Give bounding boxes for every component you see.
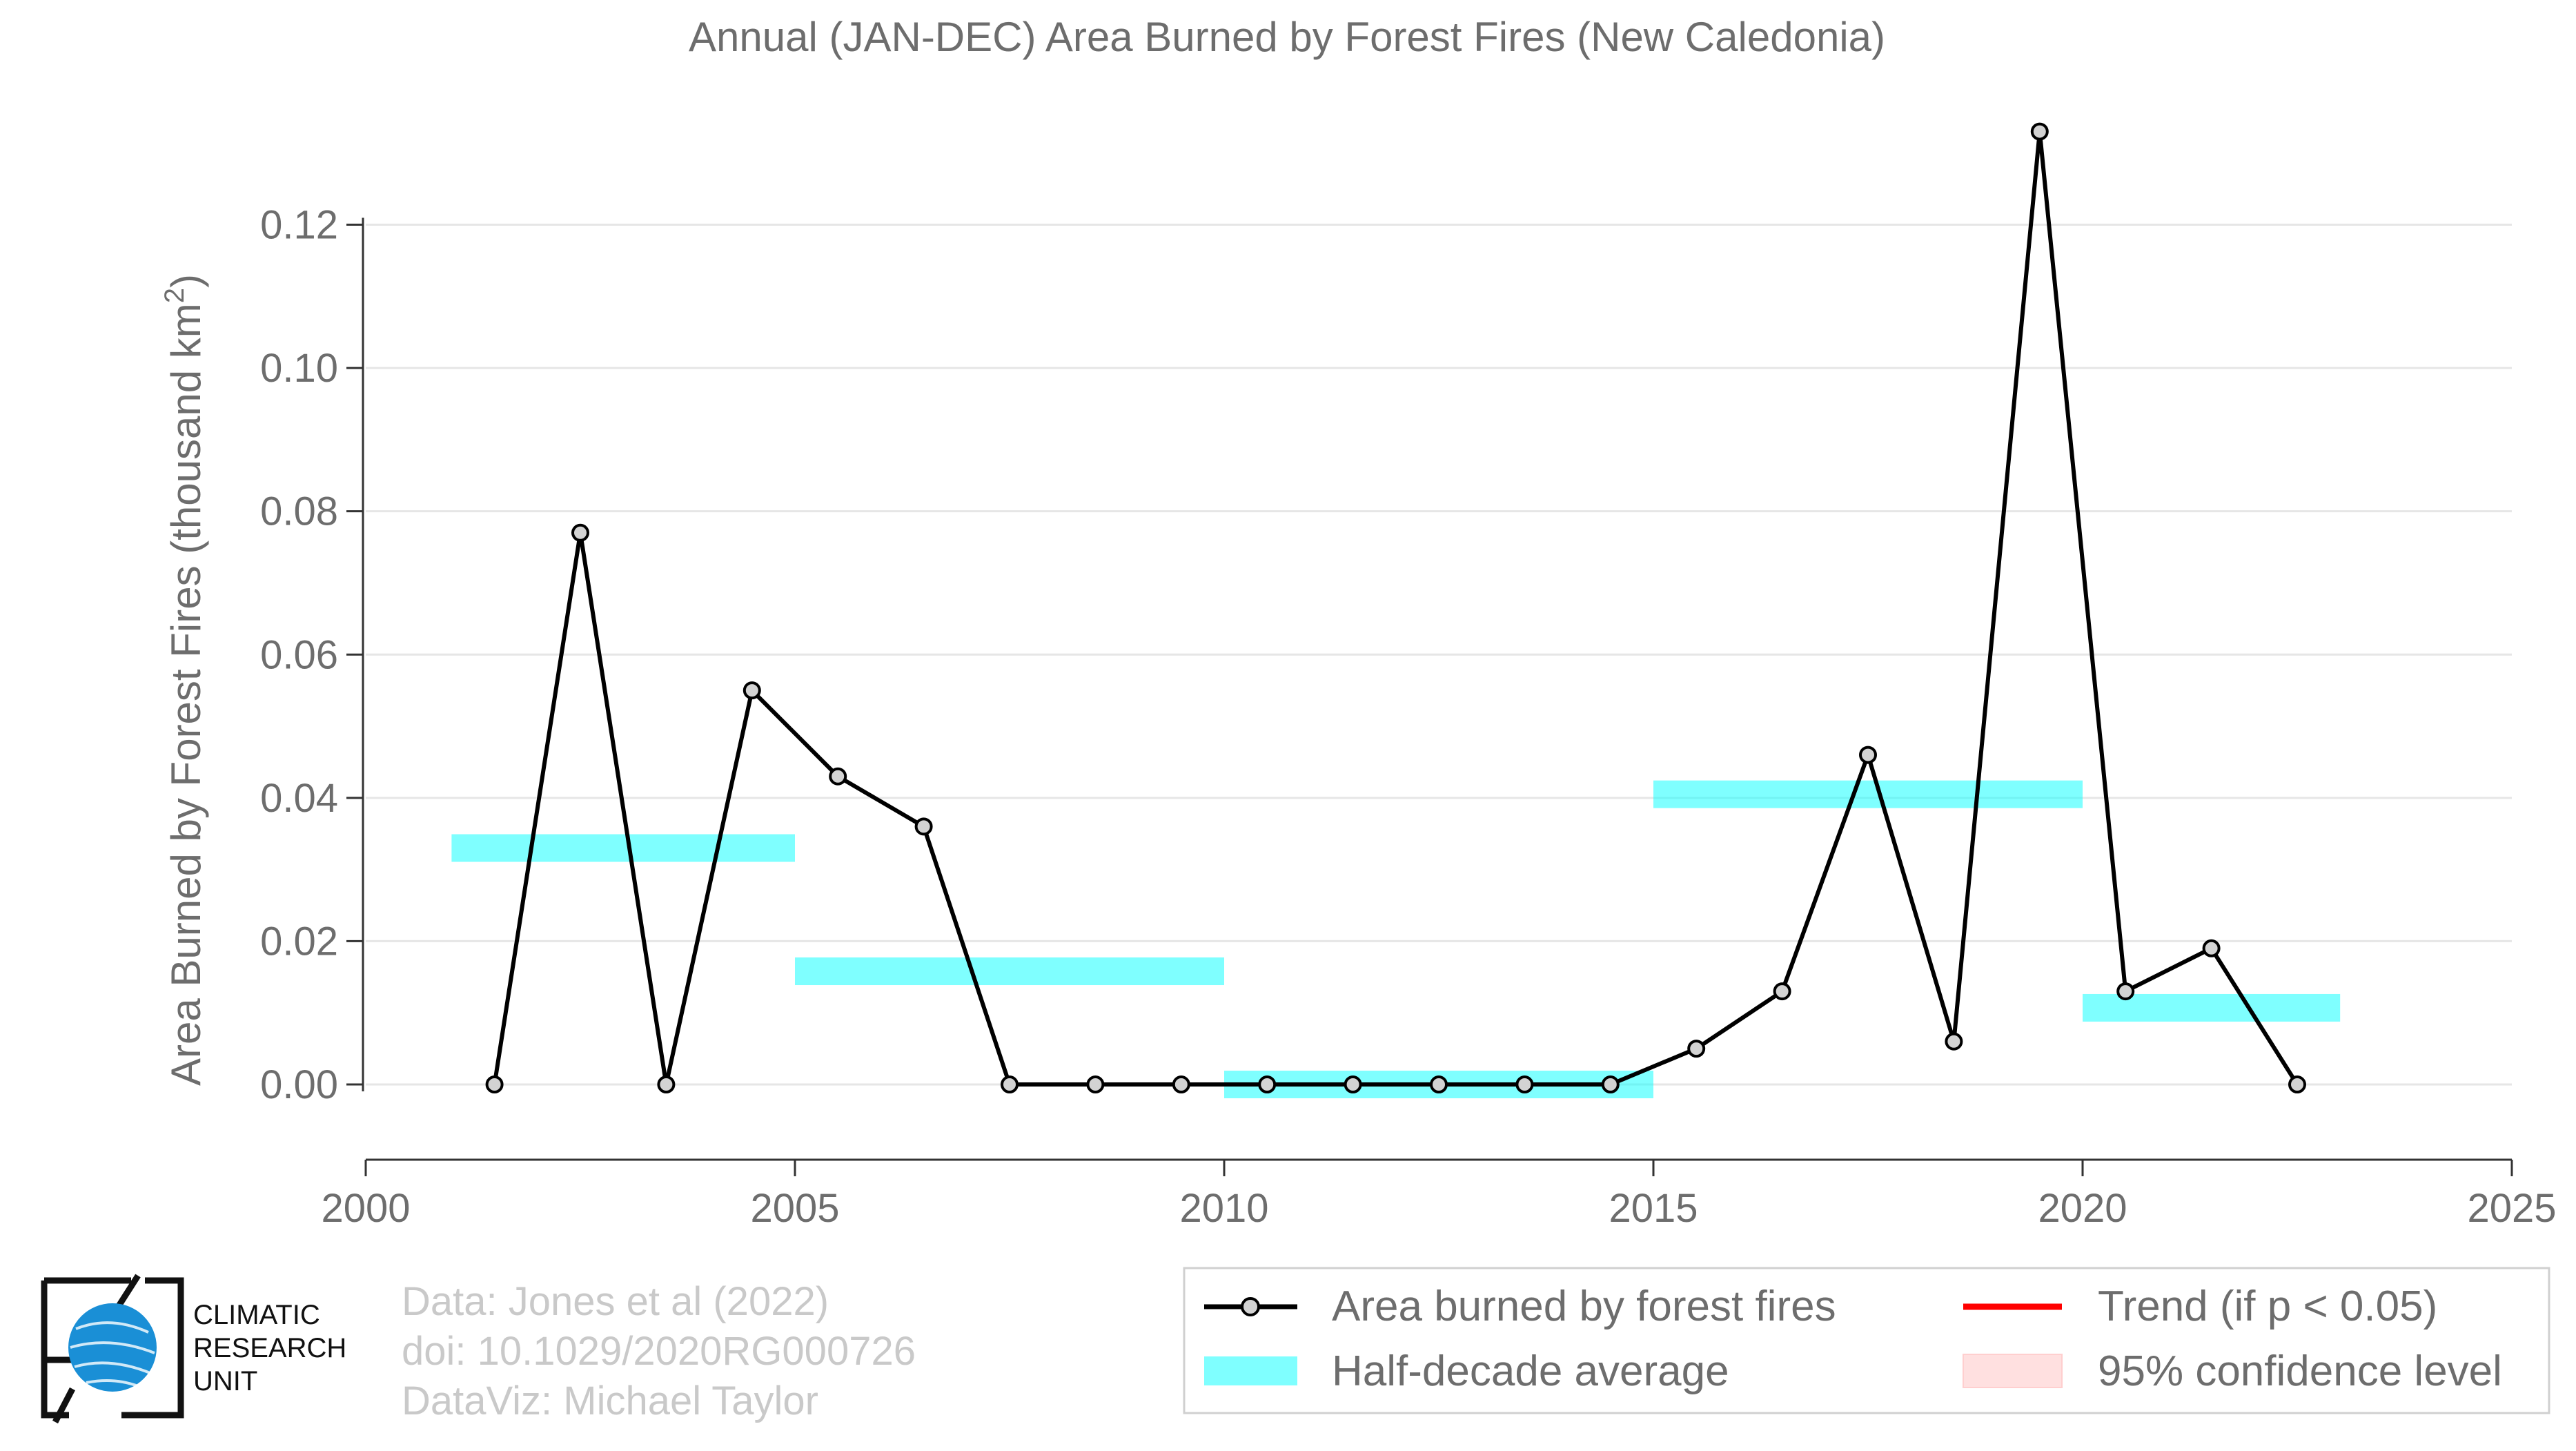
y-axis-title-superscript: 2 <box>159 288 190 303</box>
data-point <box>1515 1075 1534 1094</box>
y-tick-label: 0.10 <box>260 346 338 391</box>
data-point <box>743 681 761 700</box>
y-tick-label: 0.00 <box>260 1062 338 1107</box>
legend-label-half-decade: Half-decade average <box>1332 1347 1729 1395</box>
credit-data-source: Data: Jones et al (2022) <box>402 1279 829 1324</box>
data-point <box>1859 746 1877 764</box>
y-tick-label: 0.04 <box>260 776 338 821</box>
data-point <box>1001 1075 1019 1094</box>
tick-labels: 0.00 0.02 0.04 0.06 0.08 0.10 0.12 2000 2005 2010… <box>260 203 2556 1231</box>
y-tick-label: 0.06 <box>260 632 338 677</box>
legend-swatch-half-decade <box>1204 1356 1297 1385</box>
data-point <box>571 523 589 542</box>
x-tick-label: 2020 <box>2038 1186 2127 1231</box>
series-line-area-burned <box>492 129 2299 1087</box>
legend-swatch-confidence <box>1963 1354 2063 1388</box>
data-point <box>1344 1075 1362 1094</box>
data-point <box>2116 982 2135 1001</box>
data-point <box>1258 1075 1277 1094</box>
data-point <box>657 1075 676 1094</box>
half-decade-band <box>1653 780 2083 808</box>
legend: Area burned by forest fires Half-decade … <box>1183 1267 2550 1414</box>
data-point <box>1086 1075 1105 1094</box>
data-point <box>1773 982 1791 1001</box>
x-tick-label: 2000 <box>321 1186 410 1231</box>
y-tick-label: 0.02 <box>260 919 338 964</box>
legend-label-confidence: 95% confidence level <box>2098 1347 2502 1395</box>
logo-text-line1: CLIMATIC <box>193 1300 320 1330</box>
half-decade-band <box>795 957 1224 986</box>
logo-text-line2: RESEARCH <box>193 1333 346 1363</box>
credit-dataviz: DataViz: Michael Taylor <box>402 1379 818 1423</box>
y-tick-label: 0.12 <box>260 203 338 248</box>
logo-text-line3: UNIT <box>193 1366 257 1396</box>
data-point <box>1945 1032 1963 1051</box>
chart-title: Annual (JAN-DEC) Area Burned by Forest F… <box>689 14 1885 60</box>
y-axis-title: Area Burned by Forest Fires (thousand km… <box>159 274 209 1086</box>
data-point <box>2288 1075 2306 1094</box>
half-decade-bands <box>451 780 2341 1099</box>
credit-doi: doi: 10.1029/2020RG000726 <box>402 1329 916 1374</box>
cru-logo: CLIMATIC RESEARCH UNIT <box>41 1274 346 1424</box>
globe-icon-lines <box>70 1321 155 1387</box>
axes <box>346 217 2513 1176</box>
legend-box <box>1183 1267 2550 1414</box>
x-tick-label: 2025 <box>2467 1186 2556 1231</box>
y-axis-title-main: Area Burned by Forest Fires (thousand km <box>163 303 209 1086</box>
series-area-burned <box>485 122 2306 1094</box>
gridlines <box>366 224 2512 1086</box>
logo-slash <box>52 1274 141 1424</box>
legend-marker-area-burned <box>1241 1297 1260 1316</box>
data-point <box>2030 122 2049 141</box>
data-point <box>829 767 847 786</box>
logo-frame-left <box>41 1356 75 1415</box>
y-axis-title-end: ) <box>163 274 209 288</box>
data-point <box>1430 1075 1448 1094</box>
x-tick-label: 2010 <box>1179 1186 1268 1231</box>
data-point <box>1172 1075 1190 1094</box>
data-point <box>914 817 933 836</box>
x-tick-label: 2005 <box>750 1186 839 1231</box>
data-point <box>1601 1075 1620 1094</box>
data-point <box>485 1075 504 1094</box>
data-point <box>2202 939 2221 957</box>
legend-label-trend: Trend (if p < 0.05) <box>2098 1283 2437 1330</box>
data-point <box>1687 1040 1706 1058</box>
legend-label-area-burned: Area burned by forest fires <box>1332 1283 1836 1330</box>
half-decade-band <box>451 834 795 862</box>
x-tick-label: 2015 <box>1609 1186 1698 1231</box>
globe-icon <box>68 1303 157 1392</box>
y-tick-label: 0.08 <box>260 489 338 534</box>
